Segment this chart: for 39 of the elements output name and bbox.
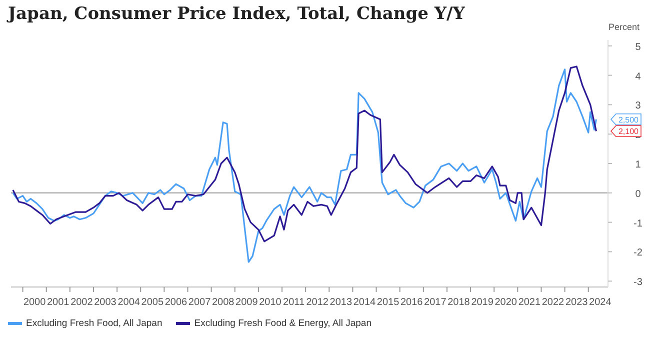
x-tick-label: 2008 [212, 297, 235, 308]
x-tick-label: 2015 [376, 297, 400, 308]
x-tick-label: 2021 [518, 297, 542, 308]
x-tick-label: 2000 [23, 297, 46, 308]
x-tick-label: 2007 [188, 297, 212, 308]
x-tick-label: 2004 [118, 297, 140, 308]
x-tick-label: 2023 [565, 297, 588, 308]
x-tick-label: 2016 [400, 297, 424, 308]
y-tick-label: -2 [634, 248, 643, 259]
x-tick-label: 2011 [283, 297, 305, 308]
y-tick-label: 1 [635, 160, 642, 170]
legend-label: Excluding Fresh Food, All Japan [25, 318, 162, 329]
x-tick-label: 2014 [353, 297, 376, 308]
x-tick-label: 2020 [494, 297, 518, 308]
x-tick-label: 2013 [330, 297, 352, 308]
x-tick-label: 2010 [259, 297, 282, 308]
legend-label: Excluding Fresh Food & Energy, All Japan [193, 318, 372, 329]
x-tick-label: 2002 [70, 297, 94, 308]
y-axis-title: Percent [608, 22, 640, 32]
chart-title: Japan, Consumer Price Index, Total, Change Y/Y [8, 4, 465, 24]
x-tick-label: 2006 [164, 297, 188, 308]
x-tick-label: 2024 [589, 297, 612, 308]
x-tick-label: 2003 [94, 297, 117, 308]
y-tick-label: 5 [635, 42, 642, 53]
x-tick-label: 2017 [424, 297, 447, 308]
y-tick-label: -3 [634, 277, 643, 288]
x-tick-label: 2012 [306, 297, 329, 308]
x-tick-label: 2019 [471, 297, 494, 308]
x-tick-label: 2001 [47, 297, 70, 308]
annotation: 2,500 [618, 115, 640, 124]
y-tick-label: 4 [635, 71, 642, 82]
x-tick-label: 2005 [141, 297, 164, 308]
y-tick-label: 3 [635, 100, 642, 112]
y-tick-label: 0 [635, 188, 642, 200]
x-tick-label: 2022 [542, 297, 565, 308]
annotation: 2,100 [618, 127, 640, 136]
y-tick-label: -1 [634, 218, 643, 230]
x-tick-label: 2018 [448, 297, 470, 308]
x-tick-label: 2009 [236, 297, 258, 308]
